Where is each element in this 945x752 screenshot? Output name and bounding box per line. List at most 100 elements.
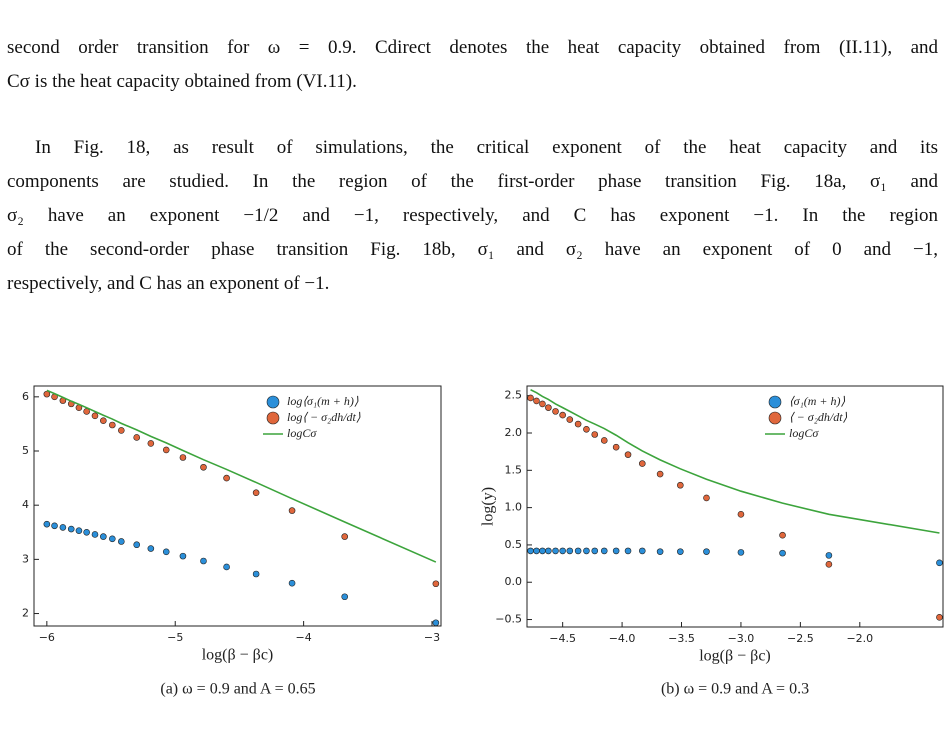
data-point: [147, 440, 155, 447]
data-point: [574, 420, 582, 428]
data-point: [779, 531, 786, 539]
line-series: [530, 389, 940, 534]
data-point: [200, 463, 207, 471]
paragraph-line: of the second-order phase transition Fig…: [7, 239, 938, 260]
data-point: [118, 538, 125, 545]
legend-label: logCσ: [287, 426, 317, 440]
data-point: [527, 547, 534, 555]
data-point: [539, 547, 546, 555]
data-point: [545, 404, 552, 411]
data-point: [179, 454, 187, 461]
data-point: [583, 547, 590, 555]
data-point: [612, 547, 620, 555]
data-point: [677, 548, 684, 555]
data-point: [825, 561, 833, 568]
paragraph-line: components are studied. In the region of…: [7, 171, 938, 192]
subcaption: (a) ω = 0.9 and A = 0.65: [160, 681, 315, 698]
paragraph-line: In Fig. 18, as result of simulations, th…: [35, 137, 938, 158]
x-tick-label: −4: [296, 631, 312, 644]
data-point: [223, 563, 230, 571]
x-axis-label: log(β − βc): [202, 647, 274, 664]
data-point: [552, 408, 559, 415]
data-point: [624, 451, 632, 458]
data-point: [638, 460, 646, 467]
data-point: [539, 400, 546, 408]
caption-line: second order transition for ω = 0.9. Cdi…: [7, 37, 938, 58]
x-tick-label: −6: [39, 631, 55, 644]
data-point: [288, 579, 296, 587]
data-point: [223, 474, 230, 482]
data-point: [147, 545, 155, 552]
y-tick-label: 2.5: [505, 389, 523, 402]
y-tick-label: 1.5: [505, 463, 523, 476]
data-point: [162, 548, 170, 556]
x-tick-label: −5: [167, 631, 183, 644]
paragraph-line: respectively, and C has an exponent of −…: [7, 273, 330, 294]
data-point: [566, 416, 574, 423]
data-point: [118, 427, 125, 434]
data-point: [67, 525, 75, 533]
y-tick-label: 3: [22, 552, 29, 565]
data-point: [779, 549, 786, 557]
data-point: [583, 425, 590, 433]
data-point: [100, 533, 107, 540]
legend-swatch: [768, 411, 782, 425]
y-tick-label: 4: [22, 498, 29, 511]
data-point: [527, 394, 534, 402]
data-point: [432, 580, 440, 588]
data-point: [656, 470, 664, 478]
data-point: [624, 547, 632, 555]
y-axis-label: log(y): [480, 487, 497, 526]
legend-label: ⟨σ₁(m + h)⟩: [789, 394, 846, 408]
data-point: [100, 417, 107, 424]
data-point: [200, 557, 207, 565]
data-point: [591, 547, 599, 555]
data-point: [341, 533, 349, 540]
data-point: [252, 489, 260, 497]
legend-label: log⟨ − σ₂dh/dt⟩: [287, 410, 361, 424]
data-point: [552, 547, 559, 555]
x-tick-label: −4.5: [549, 632, 576, 645]
data-point: [677, 481, 684, 489]
data-point: [612, 443, 620, 451]
data-point: [936, 614, 943, 621]
data-point: [533, 397, 540, 405]
data-point: [91, 412, 99, 420]
subcaption: (b) ω = 0.9 and A = 0.3: [661, 681, 809, 698]
data-point: [825, 552, 833, 559]
data-point: [600, 437, 608, 444]
data-point: [43, 520, 51, 528]
data-point: [83, 528, 90, 536]
y-tick-label: 0.0: [505, 575, 523, 588]
y-tick-label: 2.0: [505, 426, 523, 439]
data-point: [703, 548, 710, 555]
paragraph-line: σ₂ have an exponent −1/2 and −1, respect…: [7, 205, 938, 226]
legend-swatch: [266, 395, 280, 409]
data-point: [179, 552, 187, 560]
y-tick-label: −0.5: [495, 613, 522, 626]
x-tick-label: −4.0: [609, 632, 636, 645]
y-tick-label: 2: [22, 607, 29, 620]
data-point: [559, 547, 566, 555]
plot-frame: [526, 385, 944, 628]
x-tick-label: −3: [424, 631, 440, 644]
data-point: [288, 507, 296, 514]
data-point: [59, 524, 67, 531]
data-point: [737, 549, 745, 556]
data-point: [133, 434, 141, 441]
legend-swatch: [768, 395, 782, 409]
y-tick-label: 0.5: [505, 538, 523, 551]
data-point: [545, 547, 552, 555]
data-point: [574, 547, 582, 555]
data-point: [656, 548, 664, 555]
x-tick-label: −2.0: [846, 632, 873, 645]
data-point: [91, 531, 99, 538]
data-point: [162, 446, 170, 454]
y-tick-label: 5: [22, 444, 29, 457]
data-point: [559, 411, 566, 419]
y-tick-label: 1.0: [505, 501, 523, 514]
data-point: [341, 593, 349, 601]
data-point: [533, 547, 540, 555]
data-point: [109, 421, 116, 429]
